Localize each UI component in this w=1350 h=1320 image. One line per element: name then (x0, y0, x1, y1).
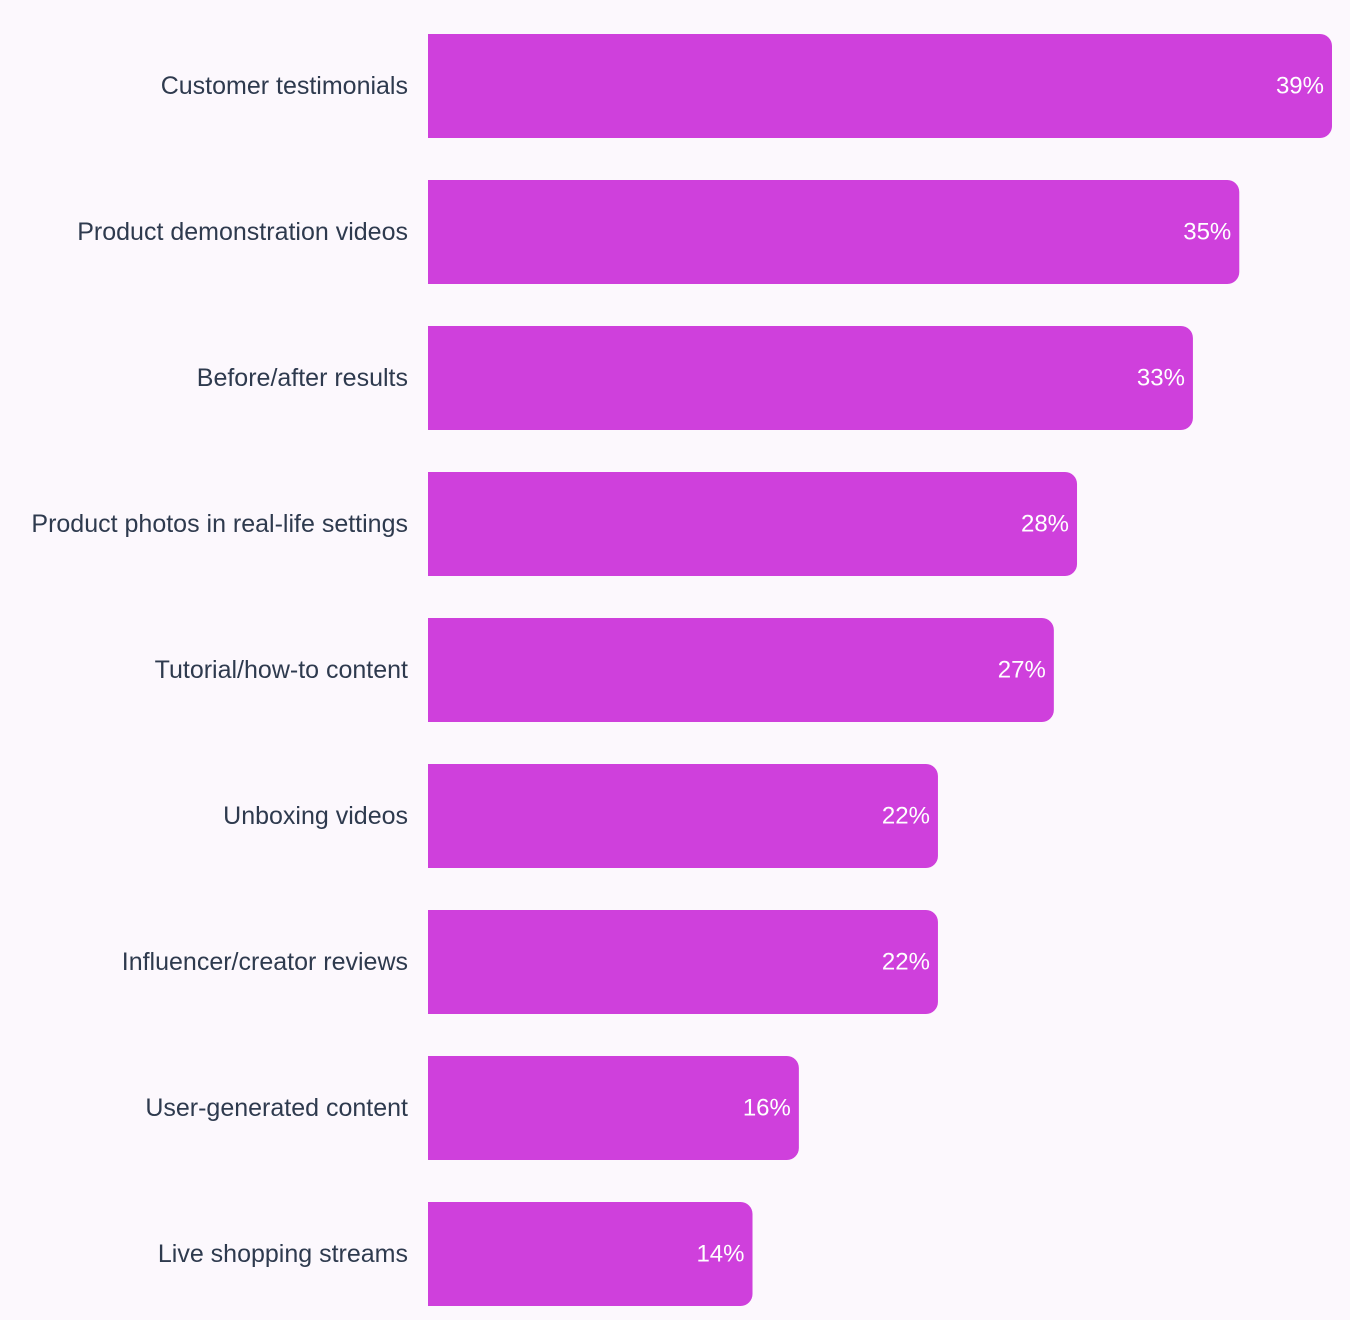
category-label: Tutorial/how-to content (155, 656, 408, 684)
category-label: Before/after results (197, 364, 408, 392)
value-label: 39% (1276, 73, 1324, 100)
value-label: 14% (696, 1241, 744, 1268)
bar-group: Live shopping streams 14% (158, 1202, 753, 1306)
bar (428, 34, 1332, 138)
value-label: 22% (882, 803, 930, 830)
value-label: 27% (998, 657, 1046, 684)
category-label: Customer testimonials (161, 72, 408, 100)
value-label: 35% (1183, 219, 1231, 246)
bar (428, 910, 938, 1014)
bar-group: Product photos in real-life settings 28% (31, 472, 1078, 576)
bar (428, 1202, 753, 1306)
bar-group: Customer testimonials 39% (161, 34, 1332, 138)
value-label: 28% (1021, 511, 1069, 538)
category-label: Product photos in real-life settings (31, 510, 408, 538)
category-label: User-generated content (145, 1094, 408, 1122)
bar (428, 764, 938, 868)
category-label: Unboxing videos (223, 802, 408, 830)
value-label: 22% (882, 949, 930, 976)
bar (428, 180, 1240, 284)
bar-group: Tutorial/how-to content 27% (155, 618, 1054, 722)
value-label: 33% (1137, 365, 1185, 392)
bar (428, 1056, 799, 1160)
bar (428, 326, 1193, 430)
bar-group: Product demonstration videos 35% (77, 180, 1240, 284)
bar (428, 472, 1078, 576)
category-label: Live shopping streams (158, 1240, 408, 1268)
bar-group: Influencer/creator reviews 22% (122, 910, 938, 1014)
category-label: Influencer/creator reviews (122, 948, 408, 976)
value-label: 16% (743, 1095, 791, 1122)
bar-group: User-generated content 16% (145, 1056, 799, 1160)
bar-group: Before/after results 33% (197, 326, 1193, 430)
bar (428, 618, 1054, 722)
bar-group: Unboxing videos 22% (223, 764, 938, 868)
category-label: Product demonstration videos (77, 218, 408, 246)
